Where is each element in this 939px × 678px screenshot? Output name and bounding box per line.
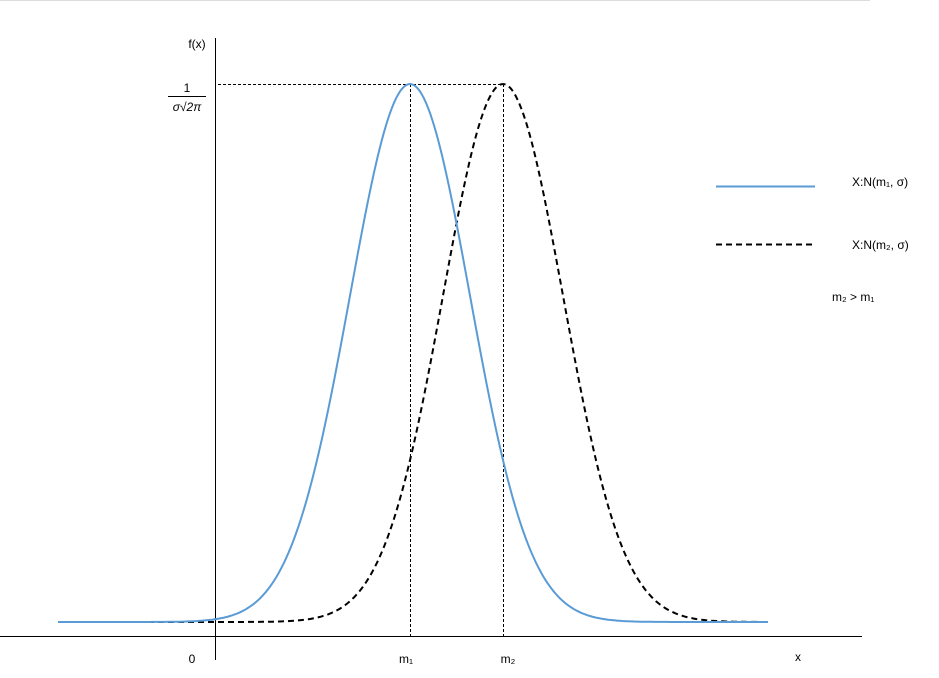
peak-denominator: σ√2π <box>173 100 202 114</box>
legend-label: X:N(m₂, σ) <box>852 238 909 252</box>
curve-m2 <box>58 83 768 623</box>
x-label: x <box>795 650 801 664</box>
origin-label: 0 <box>189 652 196 666</box>
peak-numerator: 1 <box>184 81 191 95</box>
x-tick-label: m₁ <box>399 652 413 666</box>
y-label: f(x) <box>188 37 205 51</box>
curve-m1 <box>58 82 768 623</box>
x-tick-label: m₂ <box>501 652 516 666</box>
note: m₂ > m₁ <box>832 290 874 304</box>
legend-label: X:N(m₁, σ) <box>852 175 908 189</box>
